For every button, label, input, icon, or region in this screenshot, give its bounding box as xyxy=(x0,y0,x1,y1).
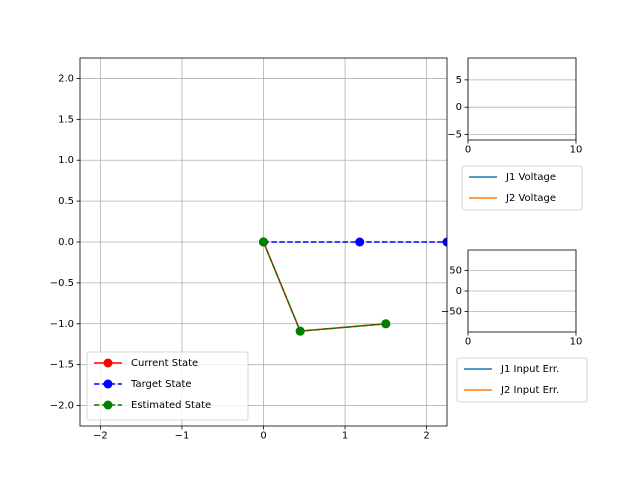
volt-y-tick-label: 5 xyxy=(456,75,462,86)
j1-input-err-legend-label: J1 Input Err. xyxy=(500,364,559,375)
err-y-tick-label: 0 xyxy=(456,286,462,297)
voltage-grid xyxy=(467,58,577,140)
main-y-tick-label: 0.0 xyxy=(58,237,74,248)
input-error-grid xyxy=(467,250,577,332)
estimated-state-point xyxy=(295,326,305,336)
voltage-x-ticks: 0 10 xyxy=(465,140,583,155)
main-x-tick-label: 2 xyxy=(423,430,429,441)
volt-y-tick-label: 0 xyxy=(456,102,462,113)
main-y-tick-label: 0.5 xyxy=(58,196,74,207)
voltage-axes-frame xyxy=(467,57,577,141)
estimated-state-point xyxy=(259,237,268,247)
main-y-tick-label: 2.0 xyxy=(58,73,74,84)
main-series-clip xyxy=(259,237,447,336)
estimated-state-line xyxy=(262,241,386,332)
main-y-tick-label: 1.5 xyxy=(58,114,74,125)
main-x-tick-label: 0 xyxy=(260,430,266,441)
volt-x-tick-label: 10 xyxy=(570,144,583,155)
current-state-legend-label: Current State xyxy=(131,358,198,369)
err-y-tick-label: 50 xyxy=(449,266,462,277)
main-legend: Current State Target State Estimated State xyxy=(86,351,249,421)
voltage-legend: J1 Voltage J2 Voltage xyxy=(461,165,583,211)
main-x-tick-label: −1 xyxy=(175,430,190,441)
estimated-state-legend-label: Estimated State xyxy=(131,400,211,411)
input-error-x-ticks: 0 10 xyxy=(465,332,583,347)
target-state-legend-label: Target State xyxy=(130,379,192,390)
main-y-tick-label: −2.0 xyxy=(50,401,74,412)
err-y-tick-label: −50 xyxy=(441,307,462,318)
target-state-legend-marker xyxy=(103,379,113,389)
volt-x-tick-label: 0 xyxy=(465,144,471,155)
current-state-legend-marker xyxy=(103,358,113,368)
main-y-tick-label: 1.0 xyxy=(58,155,74,166)
main-legend-box xyxy=(86,351,249,421)
volt-y-tick-label: −5 xyxy=(447,130,462,141)
arm-state-plot: −2 −1 0 1 2 2.01.51.00.50.0−0.5−1.0−1.5−2.0 … xyxy=(50,57,448,441)
main-x-tick-label: −2 xyxy=(93,430,108,441)
j1-voltage-legend-label: J1 Voltage xyxy=(505,172,556,183)
main-x-tick-label: 1 xyxy=(342,430,348,441)
j2-input-err-legend-label: J2 Input Err. xyxy=(500,385,559,396)
estimated-state-legend-marker xyxy=(103,400,113,410)
main-x-ticks: −2 −1 0 1 2 xyxy=(93,426,430,441)
voltage-y-ticks: 5 0 −5 xyxy=(447,75,468,141)
main-y-ticks: 2.0 1.5 1.0 0.5 0.0 −0.5 −1.0 −1.5 −2.0 xyxy=(50,73,80,412)
main-y-tick-label: −1.5 xyxy=(50,360,74,371)
target-state-point xyxy=(355,237,365,247)
err-x-tick-label: 10 xyxy=(570,336,583,347)
j2-voltage-legend-label: J2 Voltage xyxy=(505,193,556,204)
estimated-state-point xyxy=(381,319,391,329)
main-series xyxy=(259,237,447,336)
err-x-tick-label: 0 xyxy=(465,336,471,347)
target-state-point xyxy=(442,237,447,247)
input-error-plot: 0 10 50 0 −50 J1 Input Err. J2 Input Err. xyxy=(441,249,588,403)
input-error-legend: J1 Input Err. J2 Input Err. xyxy=(456,357,588,403)
main-y-tick-label: −0.5 xyxy=(50,278,74,289)
input-error-y-ticks: 50 0 −50 xyxy=(441,266,468,318)
main-y-tick-label: −1.0 xyxy=(50,319,74,330)
